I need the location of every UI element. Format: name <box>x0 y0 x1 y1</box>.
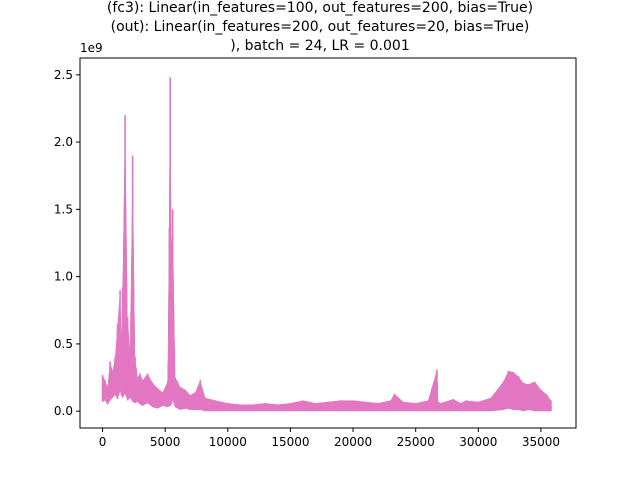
x-tick-label: 5000 <box>150 435 181 449</box>
x-tick-label: 30000 <box>459 435 497 449</box>
title-line-1: (fc3): Linear(in_features=100, out_featu… <box>107 0 533 16</box>
chart-title: (fc3): Linear(in_features=100, out_featu… <box>107 0 533 54</box>
x-tick-label: 15000 <box>271 435 309 449</box>
y-tick-label: 2.5 <box>54 68 73 82</box>
y-tick-label: 1.0 <box>54 270 73 284</box>
x-tick-label: 10000 <box>209 435 247 449</box>
title-line-2: (out): Linear(in_features=200, out_featu… <box>111 19 530 35</box>
x-axis: 0 5000 10000 15000 20000 25000 30000 35000 <box>99 428 560 449</box>
y-scale-offset-label: 1e9 <box>80 41 103 55</box>
x-tick-label: 35000 <box>522 435 560 449</box>
y-axis: 0.0 0.5 1.0 1.5 2.0 2.5 <box>54 68 80 418</box>
x-tick-label: 20000 <box>334 435 372 449</box>
y-tick-label: 1.5 <box>54 202 73 216</box>
title-line-3: ), batch = 24, LR = 0.001 <box>230 38 409 54</box>
x-tick-label: 0 <box>99 435 107 449</box>
x-tick-label: 25000 <box>397 435 435 449</box>
y-tick-label: 2.0 <box>54 135 73 149</box>
y-tick-label: 0.5 <box>54 337 73 351</box>
plot-frame <box>79 57 577 429</box>
plot-area <box>101 77 552 412</box>
y-tick-label: 0.0 <box>54 404 73 418</box>
